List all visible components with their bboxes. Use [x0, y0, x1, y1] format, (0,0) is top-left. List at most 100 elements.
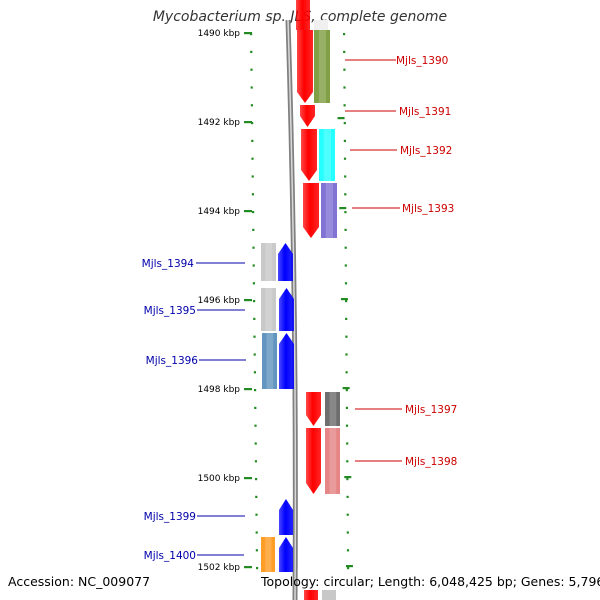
minor-tick [345, 406, 348, 409]
gene-labels: Mjls_1390 Mjls_1391 Mjls_1392 Mjls_1393 Mjls… [142, 55, 458, 562]
minor-tick [344, 193, 347, 196]
minor-tick [343, 50, 346, 53]
minor-tick [253, 300, 256, 303]
forward-gene-arrow [303, 183, 319, 238]
minor-tick [343, 104, 346, 107]
scale-tick-major [244, 121, 252, 124]
cog-bar-partial [322, 590, 336, 600]
minor-tick [255, 549, 258, 552]
minor-tick [253, 371, 256, 374]
major-tick-right [340, 298, 348, 301]
forward-feature-partial [296, 0, 310, 30]
minor-tick [251, 157, 254, 160]
gene-label[interactable]: Mjls_1395 [144, 305, 196, 317]
minor-tick [250, 104, 253, 107]
scale-label: 1492 kbp [198, 118, 241, 128]
scale-label: 1490 kbp [198, 29, 241, 39]
gene-label[interactable]: Mjls_1394 [142, 258, 195, 270]
gene-label[interactable]: Mjls_1398 [405, 456, 457, 468]
gene-label[interactable]: Mjls_1393 [402, 203, 454, 215]
minor-tick [345, 300, 348, 303]
minor-tick [251, 193, 254, 196]
minor-tick [252, 211, 255, 214]
gene-label[interactable]: Mjls_1391 [399, 106, 451, 118]
minor-tick [255, 478, 258, 481]
minor-tick [346, 460, 349, 463]
minor-tick [343, 157, 347, 160]
scale-tick-major [244, 388, 252, 391]
backbone-inner [287, 19, 297, 600]
minor-tick [344, 228, 347, 231]
minor-tick [345, 317, 348, 320]
minor-tick [345, 335, 348, 338]
minor-tick [346, 495, 349, 498]
gene-label[interactable]: Mjls_1399 [144, 511, 196, 523]
scale-label: 1502 kbp [198, 563, 241, 573]
minor-tick [252, 246, 255, 249]
reverse-gene-arrow [279, 537, 293, 572]
cog-bar [319, 129, 335, 181]
minor-tick [252, 264, 255, 267]
minor-tick [344, 246, 347, 249]
minor-tick [345, 389, 348, 392]
minor-tick [250, 50, 253, 53]
genome-summary: Topology: circular; Length: 6,048,425 bp… [261, 574, 600, 589]
minor-tick [252, 282, 255, 285]
cog-bar [261, 288, 276, 331]
scale-tick-major [244, 32, 252, 35]
minor-tick [346, 478, 349, 481]
reverse-gene-arrow [278, 243, 293, 281]
cog-bar [325, 428, 340, 494]
scale-tick-major [244, 477, 252, 480]
minor-tick [252, 228, 255, 231]
minor-tick [345, 353, 348, 356]
minor-tick [346, 549, 350, 552]
minor-tick [250, 68, 253, 71]
minor-tick [343, 68, 346, 71]
minor-tick [344, 175, 347, 178]
minor-tick [255, 531, 258, 534]
scale-label: 1500 kbp [198, 474, 241, 484]
major-tick-right [344, 476, 352, 479]
minor-tick [344, 264, 347, 267]
minor-tick [256, 567, 259, 570]
cog-bar [262, 333, 277, 389]
cog-bar-partial [314, 20, 328, 30]
scale-label: 1494 kbp [198, 207, 241, 217]
minor-tick [254, 442, 257, 445]
cog-bar [261, 537, 275, 572]
minor-tick [254, 424, 257, 427]
gene-features [261, 0, 340, 600]
minor-tick [343, 139, 346, 142]
forward-gene-arrow [301, 129, 317, 181]
gene-label[interactable]: Mjls_1392 [400, 145, 452, 157]
minor-tick [343, 86, 346, 89]
scale-labels: 1490 kbp 1492 kbp 1494 kbp 1496 kbp 1498 kbp… [198, 29, 252, 573]
gene-label[interactable]: Mjls_1400 [144, 550, 196, 562]
gene-label[interactable]: Mjls_1390 [396, 55, 448, 67]
forward-gene-arrow [306, 392, 321, 426]
forward-gene-arrow [306, 428, 321, 494]
scale-tick-major [244, 566, 252, 569]
minor-tick [255, 513, 258, 516]
major-tick-right [339, 207, 347, 210]
major-tick-right [345, 565, 353, 568]
gene-label[interactable]: Mjls_1396 [146, 355, 199, 367]
forward-gene-arrow [300, 105, 315, 127]
scale-tick-major [244, 299, 252, 302]
reverse-gene-arrow [279, 288, 294, 331]
gene-label[interactable]: Mjls_1397 [405, 404, 457, 416]
minor-tick [253, 353, 256, 356]
minor-tick [343, 33, 346, 36]
minor-tick [251, 175, 254, 178]
cog-bar [325, 392, 340, 426]
cog-bar [261, 243, 276, 281]
minor-tick [345, 424, 349, 427]
tick-marks-left [250, 33, 259, 570]
minor-tick [255, 495, 258, 498]
minor-tick [343, 122, 346, 125]
tick-marks-right [337, 33, 353, 570]
cog-bar [314, 30, 330, 103]
major-tick-right [337, 117, 345, 120]
